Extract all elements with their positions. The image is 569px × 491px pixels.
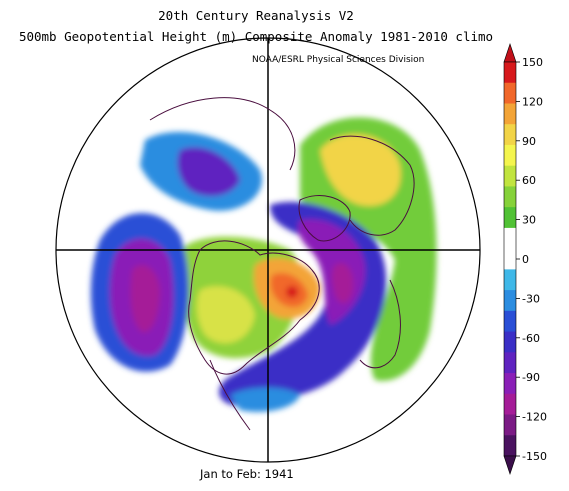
colorbar-swatch: [504, 310, 516, 333]
colorbar-swatch: [504, 248, 516, 270]
colorbar-swatch: [504, 124, 516, 146]
colorbar-swatch: [504, 269, 516, 291]
colorbar-label: -150: [522, 450, 547, 463]
colorbar-swatch: [504, 144, 516, 167]
colorbar-swatch: [504, 414, 516, 436]
colorbar-top-arrow: [503, 43, 517, 63]
colorbar-swatch: [504, 227, 516, 250]
colorbar-swatch: [504, 207, 516, 229]
title-line-2: 500mb Geopotential Height (m) Composite …: [18, 29, 494, 44]
colorbar-swatch: [504, 103, 516, 125]
colorbar-label: 90: [522, 135, 536, 148]
colorbar-swatch: [504, 165, 516, 187]
colorbar-swatch: [504, 352, 516, 374]
colorbar-bottom-arrow: [503, 455, 517, 475]
colorbar-label: 0: [522, 253, 529, 266]
colorbar-label: 30: [522, 214, 536, 227]
colorbar-swatch: [504, 393, 516, 416]
colorbar-label: -30: [522, 292, 540, 305]
colorbar-swatch: [504, 62, 516, 84]
credit-label: NOAA/ESRL Physical Sciences Division: [252, 55, 425, 65]
colorbar-swatch: [504, 373, 516, 395]
period-label: Jan to Feb: 1941: [200, 467, 294, 481]
colorbar-swatch: [504, 331, 516, 353]
colorbar-swatch: [504, 290, 516, 312]
colorbar-label: -90: [522, 371, 540, 384]
colorbar-label: 150: [522, 56, 543, 69]
colorbar-label: 120: [522, 95, 543, 108]
colorbar-label: -120: [522, 411, 547, 424]
colorbar-swatch: [504, 435, 516, 457]
title-line-1: 20th Century Reanalysis V2: [158, 8, 354, 23]
colorbar-label: 60: [522, 174, 536, 187]
map-border: [55, 37, 481, 463]
coastlines: [149, 97, 415, 431]
colorbar-label: -60: [522, 332, 540, 345]
colorbar-swatch: [504, 186, 516, 208]
colorbar-swatch: [504, 82, 516, 104]
anomaly-field: [56, 38, 480, 462]
